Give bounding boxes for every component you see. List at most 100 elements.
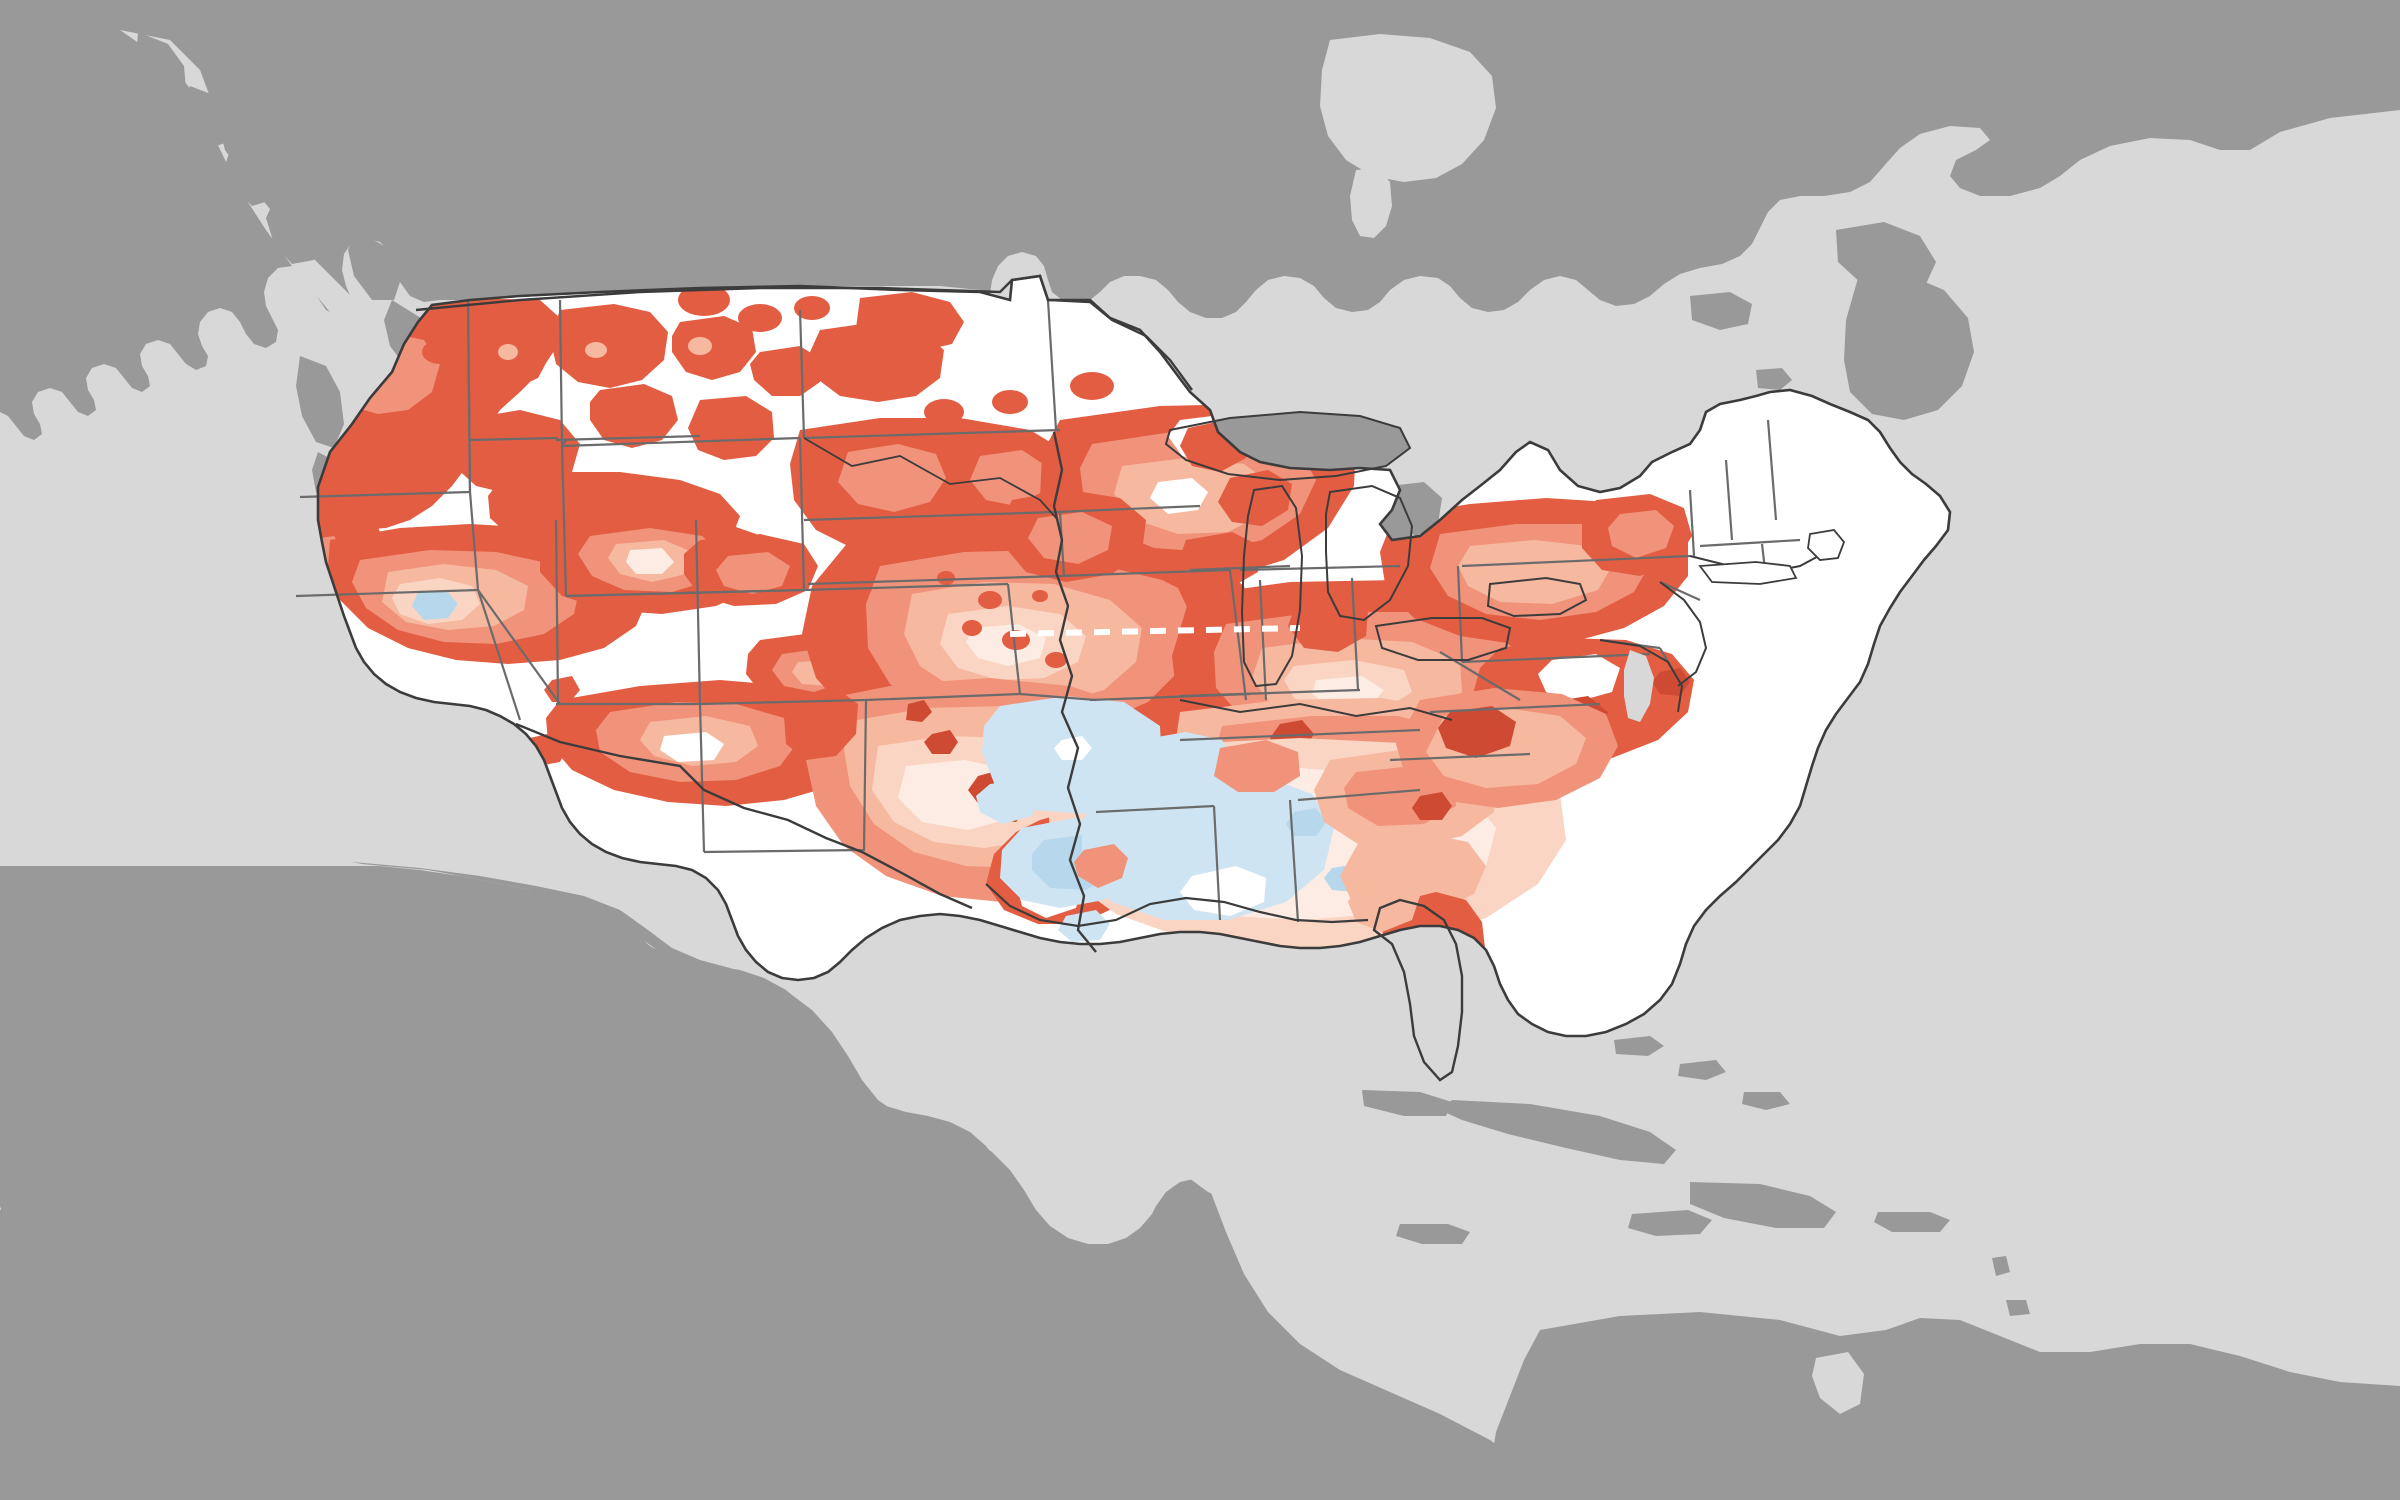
lake-maracaibo: [1812, 1352, 1864, 1414]
puerto-rico: [1874, 1212, 1950, 1232]
border-oh-pa: [1456, 565, 1464, 663]
anomaly-cool-ark-inner: [1054, 736, 1092, 760]
border-mn-nd: [1046, 299, 1058, 431]
border-sd-ne: [803, 510, 1057, 522]
border-wy-box-right: [798, 437, 806, 591]
south-america-north: [1490, 1312, 2400, 1500]
anomaly-blob-mn-sw-light: [1028, 512, 1112, 564]
border-nv-ut: [554, 519, 560, 705]
anomaly-cool-ga-dot: [1286, 808, 1326, 836]
anomaly-blob-ny-east-pale: [1608, 510, 1674, 558]
anomaly-blob-iowa-white1: [1150, 478, 1208, 514]
anomaly-blob-se-warm1: [1214, 740, 1300, 792]
border-ar-la: [1095, 804, 1215, 814]
anomaly-blob-nd-3: [750, 346, 822, 396]
anomaly-blob-wisc-2: [1178, 532, 1260, 588]
anomaly-blob-mt-1: [590, 384, 678, 448]
conus-coastline: [316, 274, 1952, 1038]
border-pa-ny: [1461, 554, 1691, 568]
border-al-ga: [1288, 799, 1300, 923]
missouri-river: [803, 437, 1059, 521]
border-id-wy: [561, 439, 567, 447]
border-ne-ks: [807, 574, 1061, 586]
pei: [1756, 368, 1792, 390]
border-wy-box-top: [561, 436, 801, 448]
border-ut-id: [555, 434, 701, 442]
border-mi-in-oh: [1239, 564, 1401, 572]
anomaly-scatter-dots: [422, 284, 1114, 668]
james-bay: [1350, 168, 1392, 238]
anomaly-blob-nc-dark: [1438, 706, 1516, 758]
anomaly-blob-colorado-light: [716, 552, 790, 594]
border-co-wy: [565, 588, 805, 598]
anomaly-blob-wisc-1: [1218, 470, 1292, 526]
cape-cod: [1807, 529, 1846, 561]
anomaly-cool-al-white: [1180, 866, 1266, 916]
border-co-nm-ok: [699, 692, 1021, 706]
foreign-landmass-group: [0, 0, 2400, 440]
border-ok-tx-ar: [1019, 692, 1097, 702]
border-mt-nd-sd: [798, 309, 806, 439]
haida-gwaii: [296, 356, 344, 448]
long-island: [1698, 561, 1798, 585]
border-ga-sc: [1297, 788, 1421, 802]
border-nc-va: [1429, 702, 1601, 714]
border-ut-co: [694, 519, 702, 705]
us-mexico-border: [515, 722, 973, 910]
border-tn-ky: [1179, 728, 1421, 742]
border-nv-ca-diag: [477, 589, 561, 705]
anomaly-blob-utah-white: [626, 548, 674, 574]
bahamas-2: [1678, 1060, 1726, 1080]
border-ky-oh-in: [1179, 688, 1361, 698]
anomaly-cool-alabama-halo: [1082, 768, 1334, 920]
trinidad: [2006, 1300, 2030, 1316]
anomaly-blob-sd-light-1: [838, 444, 946, 512]
anomaly-field-group: [318, 284, 1694, 1036]
border-nm-tx: [703, 699, 868, 854]
border-or-ca: [295, 588, 479, 598]
border-pa-md: [1461, 652, 1651, 664]
chesapeake-bay: [1624, 650, 1654, 722]
border-az-nm: [698, 703, 706, 853]
anomaly-blob-tx-west-warm: [784, 688, 858, 760]
anomaly-blob-sierra-cool: [412, 590, 458, 620]
cuba: [1440, 1100, 1676, 1164]
great-lakes-outline-group: [1164, 410, 1588, 688]
anomaly-blob-ny-pale: [1458, 540, 1612, 604]
anomaly-blob-nm-white: [660, 732, 724, 762]
border-wy-box-left: [560, 445, 568, 597]
dashed-state-border: [1009, 625, 1301, 637]
gaspe: [1690, 292, 1752, 330]
border-mn-ia: [1055, 504, 1201, 514]
border-id-mt: [558, 299, 564, 447]
anomaly-blob-tx-dot1: [924, 730, 958, 754]
border-mo-il: [1228, 569, 1248, 701]
mississippi-river: [1052, 431, 1097, 953]
border-ia-mo: [1059, 568, 1231, 578]
anomaly-blob-nrockies-2: [672, 316, 756, 380]
border-wi-il: [1189, 564, 1291, 572]
border-in-oh: [1350, 577, 1360, 691]
border-wa-or: [299, 490, 471, 499]
border-co-ks: [803, 582, 1009, 592]
border-ks-ok: [1006, 583, 1022, 695]
anomaly-cool-ark-lobe: [976, 780, 1040, 824]
anomaly-blob-mt-3: [448, 410, 580, 494]
ohio-river: [1179, 699, 1453, 721]
border-nh-me: [1766, 419, 1778, 521]
newfoundland: [1844, 274, 1974, 420]
anomaly-blob-se-warm2: [1074, 844, 1128, 888]
anomaly-blob-sc-dark: [1412, 792, 1452, 820]
georgian-bay: [1390, 482, 1442, 536]
anomaly-blob-mt-2: [688, 396, 774, 460]
cuba-west: [1362, 1090, 1452, 1116]
anomaly-scatter-pale-dots: [498, 337, 712, 360]
gulf-coast-outline: [985, 883, 1369, 928]
labrador-tip: [1836, 222, 1936, 290]
border-ca-nv: [476, 589, 522, 721]
border-vt-nh: [1724, 459, 1734, 541]
anomaly-blob-midatl-white: [1538, 654, 1620, 702]
bahamas-3: [1742, 1092, 1790, 1110]
